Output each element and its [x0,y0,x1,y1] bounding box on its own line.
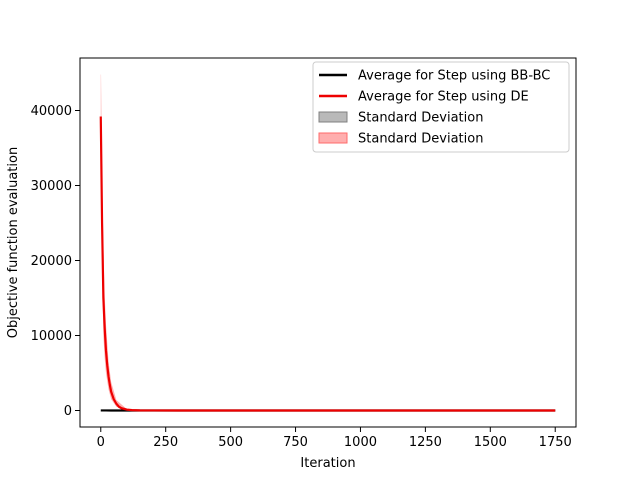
x-tick-label: 1250 [409,435,442,450]
x-tick-label: 750 [283,435,308,450]
legend-label-1: Average for Step using DE [358,90,529,105]
y-axis-label: Objective function evaluation [6,147,21,338]
legend: Average for Step using BB-BC Average for … [312,61,570,153]
legend-swatch-2 [318,111,348,123]
y-tick-label: 0 [64,404,72,419]
x-tick-label: 1750 [539,435,572,450]
axes-frame [79,57,577,428]
x-tick-label: 1000 [344,435,377,450]
y-tick-label: 40000 [31,104,72,119]
y-tick-label: 10000 [31,329,72,344]
plot-layer [99,74,556,412]
y-axis-ticks: 0 10000 20000 30000 40000 [31,104,80,419]
x-axis-ticks: 0 250 500 750 1000 1250 1500 1750 [97,427,572,450]
x-tick-label: 1500 [474,435,507,450]
series-line-1 [99,116,556,412]
x-tick-label: 250 [153,435,178,450]
legend-swatch-3 [318,132,348,144]
legend-label-0: Average for Step using BB-BC [358,69,550,84]
legend-label-3: Standard Deviation [358,132,483,147]
y-tick-label: 30000 [31,179,72,194]
x-tick-label: 0 [97,435,105,450]
legend-box [312,61,570,153]
y-tick-label: 20000 [31,254,72,269]
legend-label-2: Standard Deviation [358,111,483,126]
x-tick-label: 500 [218,435,243,450]
x-axis-label: Iteration [300,456,355,471]
